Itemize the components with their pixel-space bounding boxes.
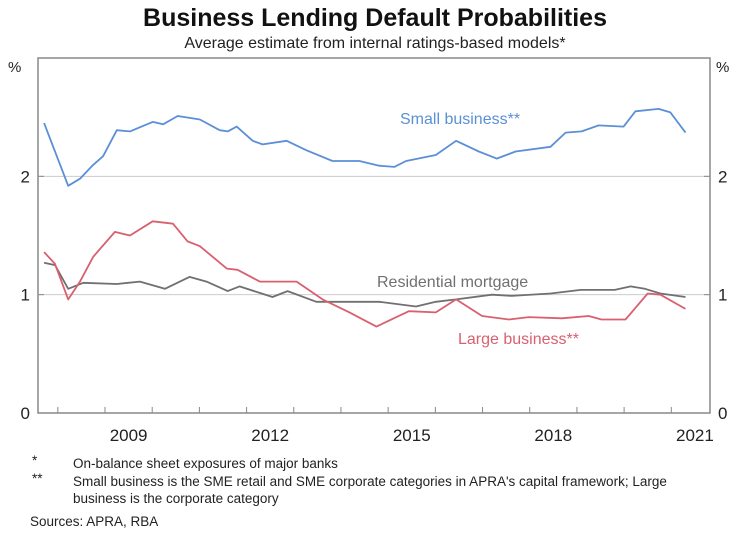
x-tick-label: 2021 bbox=[676, 426, 714, 445]
y-axis-unit-left: % bbox=[8, 59, 21, 76]
footnote-2-mark: ** bbox=[32, 471, 43, 486]
y-tick-label-right: 1 bbox=[718, 286, 727, 305]
plot-frame bbox=[37, 57, 711, 414]
chart-title: Business Lending Default Probabilities bbox=[143, 4, 607, 32]
footnote-2-text: Small business is the SME retail and SME… bbox=[73, 474, 667, 506]
y-axis-unit-right: % bbox=[716, 59, 729, 76]
series-line-large-business bbox=[43, 220, 686, 328]
footnote-1-mark: * bbox=[32, 453, 38, 468]
label-small-business: Small business** bbox=[400, 111, 520, 128]
sources-note: Sources: APRA, RBA bbox=[30, 514, 159, 529]
series-line-residential-mortgage bbox=[43, 261, 686, 308]
y-tick-label-left: 1 bbox=[21, 286, 30, 305]
y-tick-label-left: 0 bbox=[21, 404, 30, 423]
x-tick-label: 2018 bbox=[534, 426, 572, 445]
footnote-1-text: On-balance sheet exposures of major bank… bbox=[73, 456, 338, 471]
chart-subtitle: Average estimate from internal ratings-b… bbox=[184, 35, 566, 52]
label-large-business: Large business** bbox=[458, 331, 579, 348]
label-residential-mortgage: Residential mortgage bbox=[377, 274, 528, 291]
y-tick-label-right: 0 bbox=[718, 404, 727, 423]
y-tick-label-left: 2 bbox=[21, 167, 30, 186]
x-tick-label: 2012 bbox=[251, 426, 289, 445]
x-tick-label: 2009 bbox=[110, 426, 148, 445]
y-tick-label-right: 2 bbox=[718, 167, 727, 186]
x-tick-label: 2015 bbox=[393, 426, 431, 445]
series-line-small-business bbox=[43, 108, 687, 187]
